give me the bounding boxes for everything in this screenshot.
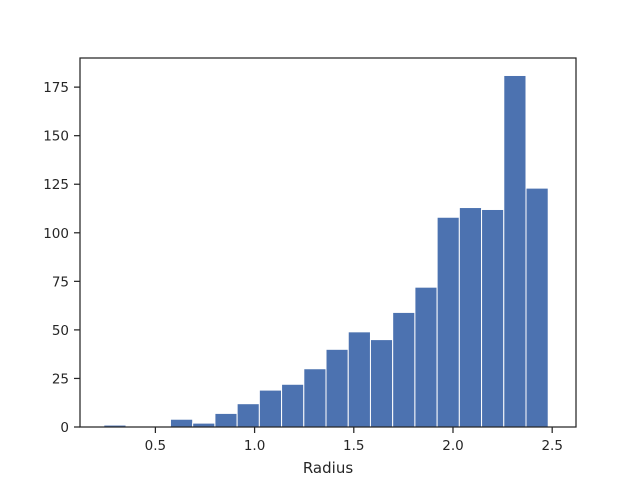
histogram-bar — [281, 383, 305, 428]
histogram-bar — [325, 348, 349, 428]
histogram-bar — [347, 331, 371, 428]
x-tick-label: 0.5 — [145, 438, 166, 454]
histogram-bar — [303, 368, 327, 428]
histogram-bar — [436, 216, 460, 428]
histogram-bar — [258, 389, 283, 428]
axes-frame — [79, 57, 577, 428]
histogram-bar — [503, 74, 527, 428]
y-tick-label: 0 — [60, 420, 69, 436]
y-tick-label: 50 — [52, 323, 69, 339]
histogram-bar — [236, 403, 260, 428]
histogram-bar — [414, 286, 438, 428]
y-tick-label: 175 — [43, 80, 69, 96]
y-tick-label: 25 — [52, 371, 69, 387]
y-tick-label: 75 — [52, 274, 69, 290]
histogram-bar — [369, 339, 394, 428]
x-tick-label: 1.5 — [343, 438, 364, 454]
histogram-bar — [169, 418, 194, 428]
histogram-bar — [525, 187, 549, 428]
x-axis-ticks: 0.5 1.0 1.5 2.0 2.5 — [145, 427, 563, 454]
x-tick-label: 2.5 — [541, 438, 562, 454]
y-axis-ticks: 0 25 50 75 100 125 150 175 — [43, 80, 80, 436]
x-axis-label: Radius — [303, 459, 353, 477]
histogram-bar — [214, 412, 238, 428]
x-tick-label: 1.0 — [244, 438, 265, 454]
y-tick-label: 150 — [43, 129, 69, 145]
y-tick-label: 100 — [43, 226, 69, 242]
histogram-bar — [458, 207, 483, 428]
x-tick-label: 2.0 — [442, 438, 463, 454]
histogram-bar — [392, 311, 416, 428]
histogram-bar — [481, 208, 505, 428]
histogram-bars — [103, 74, 549, 428]
y-tick-label: 125 — [43, 177, 69, 193]
